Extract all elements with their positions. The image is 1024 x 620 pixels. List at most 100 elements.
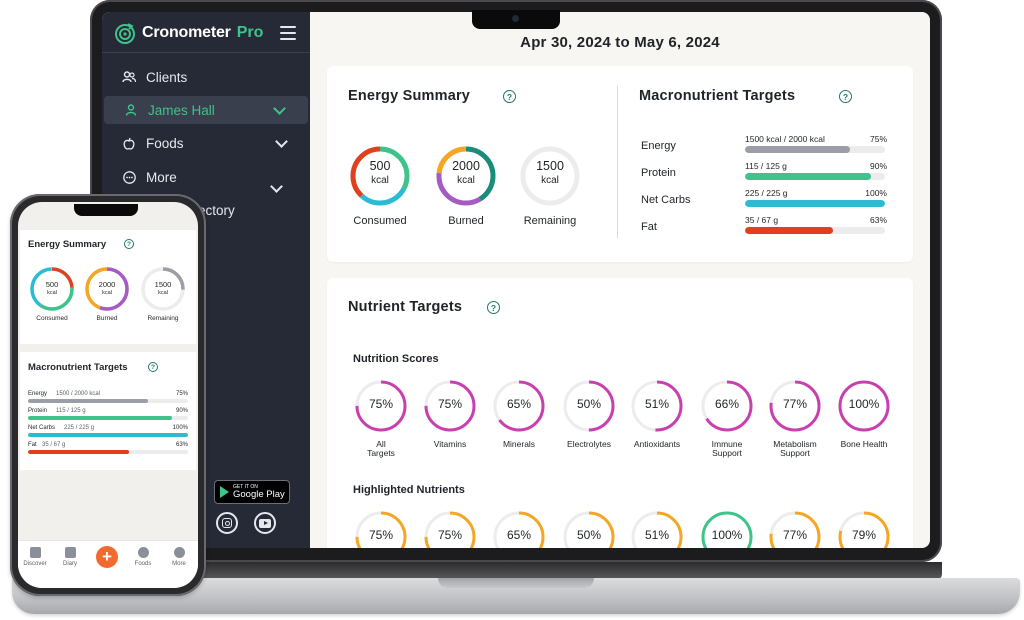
- google-play-icon: [220, 486, 229, 498]
- sidebar-item-label: ectory: [198, 202, 235, 218]
- tab-diary[interactable]: Diary: [54, 547, 86, 567]
- score-label-line: Support: [712, 448, 742, 459]
- date-range[interactable]: Apr 30, 2024 to May 6, 2024: [520, 34, 720, 51]
- ring-unit: kcal: [47, 290, 57, 296]
- chevron-down-icon[interactable]: [275, 135, 288, 148]
- score-value: 100%: [711, 528, 743, 542]
- macro-fill: [28, 450, 129, 454]
- tab-label: More: [172, 561, 186, 567]
- macro-track: [28, 450, 188, 454]
- macro-track: [28, 399, 188, 403]
- score-value: 75%: [368, 397, 394, 411]
- nutrition-score-ring[interactable]: 100% Bone Health: [836, 378, 892, 449]
- energy-summary-title: Energy Summary: [348, 88, 471, 104]
- sidebar-item-foods[interactable]: Foods: [102, 129, 310, 157]
- ring-value: 1500: [154, 280, 172, 289]
- help-icon[interactable]: ?: [487, 301, 500, 314]
- score-value: 65%: [506, 528, 532, 542]
- macro-row-protein: Protein 115 / 125 g 90%: [641, 161, 891, 183]
- nutrition-score-ring[interactable]: 51% Antioxidants: [629, 378, 685, 449]
- macro-amount: 115 / 125 g: [56, 408, 86, 414]
- help-icon[interactable]: ?: [124, 239, 134, 249]
- nutrition-score-ring[interactable]: 66% Immune Support: [699, 378, 755, 458]
- highlighted-nutrient-ring[interactable]: 100%: [699, 509, 755, 548]
- macro-fill: [28, 399, 148, 403]
- energy-summary-card: Energy Summary ? 500 kcal Consumed 2000: [327, 66, 913, 262]
- score-value: 75%: [437, 528, 463, 542]
- brand-name: Cronometer: [142, 24, 231, 41]
- score-value: 50%: [576, 528, 602, 542]
- score-value: 51%: [644, 397, 670, 411]
- highlighted-nutrient-ring[interactable]: 75%: [353, 509, 409, 548]
- help-icon[interactable]: ?: [148, 362, 158, 372]
- nutrition-score-ring-icon: [701, 380, 753, 432]
- score-value: 65%: [506, 397, 532, 411]
- score-value: 79%: [851, 528, 877, 542]
- nutrition-score-ring-icon: [631, 380, 683, 432]
- ring-label: Burned: [448, 215, 484, 227]
- nutrition-score-ring[interactable]: 75% All Targets: [353, 378, 409, 458]
- highlighted-nutrient-ring[interactable]: 77%: [767, 509, 823, 548]
- highlighted-nutrient-ring[interactable]: 75%: [422, 509, 478, 548]
- brand[interactable]: Cronometer Pro: [114, 22, 263, 44]
- nutrient-targets-title: Nutrient Targets: [348, 299, 463, 315]
- highlighted-nutrient-ring[interactable]: 65%: [491, 509, 547, 548]
- tab-foods[interactable]: Foods: [127, 547, 159, 567]
- nutrient-targets-card: Nutrient Targets ? Nutrition Scores 75% A…: [327, 278, 913, 548]
- phone-screen: Energy Summary ? 500 kcal Consumed 2000 …: [18, 202, 198, 588]
- highlighted-nutrient-ring[interactable]: 50%: [561, 509, 617, 548]
- highlighted-nutrient-ring[interactable]: 79%: [836, 509, 892, 548]
- nutrition-score-ring[interactable]: 77% Metabolism Support: [767, 378, 823, 458]
- menu-icon[interactable]: [280, 26, 296, 40]
- nutrition-score-ring[interactable]: 75% Vitamins: [422, 378, 478, 449]
- google-play-badge[interactable]: GET IT ON Google Play: [214, 480, 290, 504]
- tab-discover[interactable]: Discover: [19, 547, 51, 567]
- macro-amount: 35 / 67 g: [42, 442, 66, 448]
- score-label-line: Electrolytes: [567, 439, 611, 449]
- ring-value: 500: [369, 159, 391, 173]
- macro-amount: 115 / 125 g: [745, 161, 787, 171]
- score-label: Metabolism Support: [755, 439, 835, 459]
- macro-name: Net Carbs: [28, 425, 56, 431]
- nutrition-score-ring[interactable]: 50% Electrolytes: [561, 378, 617, 449]
- score-label: All Targets: [341, 439, 421, 459]
- sidebar-item-label: James Hall: [148, 102, 215, 118]
- sidebar-item-label: Clients: [146, 69, 188, 85]
- sidebar-item-label: Foods: [146, 135, 184, 151]
- macro-row-net-carbs: Net Carbs 225 / 225 g 100%: [641, 188, 891, 210]
- macro-fill: [745, 173, 871, 180]
- macro-fill: [745, 200, 885, 207]
- sidebar-item-more[interactable]: More: [102, 163, 310, 191]
- nutrition-score-ring[interactable]: 65% Minerals: [491, 378, 547, 449]
- phone-macro-energy: Energy 1500 / 2000 kcal 75%: [28, 391, 188, 407]
- macro-fill: [28, 433, 188, 437]
- score-label-line: Metabolism: [773, 439, 817, 449]
- macro-amount: 35 / 67 g: [745, 215, 779, 225]
- ring-value: 2000: [452, 159, 480, 173]
- help-icon[interactable]: ?: [503, 90, 516, 103]
- sidebar-item-directory[interactable]: ectory: [102, 196, 310, 224]
- ring-label: Remaining: [523, 215, 577, 227]
- phone-ring-burned: 2000 kcal Burned: [84, 266, 130, 322]
- chevron-down-icon[interactable]: [273, 102, 286, 115]
- phone-dynamic-island: [74, 204, 138, 216]
- macro-amount: 225 / 225 g: [64, 425, 95, 431]
- macro-percent: 63%: [869, 215, 887, 225]
- tab-more[interactable]: More: [163, 547, 195, 567]
- more-icon: [122, 170, 136, 184]
- phone-energy-card: Energy Summary ? 500 kcal Consumed 2000 …: [20, 230, 196, 344]
- highlighted-nutrient-ring-icon: [631, 511, 683, 548]
- highlighted-nutrient-ring[interactable]: 51%: [629, 509, 685, 548]
- consumed-ring-icon: [350, 146, 410, 206]
- score-label-line: Immune: [711, 439, 743, 449]
- sidebar-item-label: More: [146, 169, 177, 185]
- add-button[interactable]: +: [96, 546, 118, 568]
- youtube-icon[interactable]: [254, 512, 276, 534]
- macro-track: [745, 146, 885, 153]
- ring-label: Consumed: [353, 215, 407, 227]
- macro-fill: [745, 227, 834, 234]
- help-icon[interactable]: ?: [839, 90, 852, 103]
- sidebar-item-clients[interactable]: Clients: [102, 63, 310, 91]
- sidebar-item-james-hall[interactable]: James Hall: [104, 96, 308, 124]
- instagram-icon[interactable]: [216, 512, 238, 534]
